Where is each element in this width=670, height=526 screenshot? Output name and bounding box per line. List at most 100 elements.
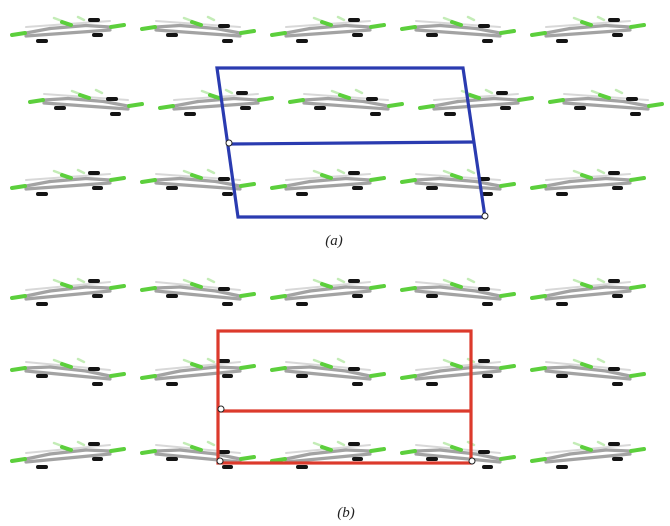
carbon-bond bbox=[474, 26, 502, 35]
fluorine-atom bbox=[190, 445, 203, 452]
carbon-bond bbox=[24, 179, 52, 188]
carbon-bond bbox=[344, 448, 372, 453]
fluorine-atom bbox=[580, 445, 593, 452]
ghost-fluorine-atom bbox=[330, 89, 342, 96]
carbon-bond bbox=[154, 28, 242, 38]
ghost-fluorine-atom bbox=[572, 16, 584, 23]
fluorine-atom bbox=[60, 362, 73, 369]
fluorine-atom bbox=[580, 173, 593, 180]
carbon-bond bbox=[544, 28, 632, 38]
ghost-fluorine-atom bbox=[206, 357, 216, 364]
carbon-bond bbox=[604, 369, 632, 378]
carbon-bond bbox=[568, 365, 608, 373]
carbon-bond bbox=[178, 365, 218, 373]
fluorine-atom bbox=[60, 282, 73, 289]
carbon-bond bbox=[414, 176, 442, 182]
carbon-bond bbox=[308, 365, 348, 373]
carbon-bond bbox=[474, 289, 502, 298]
fluorine-atom bbox=[320, 362, 333, 369]
fluorine-atom bbox=[629, 372, 646, 378]
fluorine-atom bbox=[10, 366, 27, 372]
ghost-fluorine-atom bbox=[182, 358, 194, 365]
carbon-bond bbox=[362, 99, 390, 108]
fluorine-atom bbox=[369, 23, 386, 29]
fluorine-atom bbox=[140, 286, 157, 292]
fluorine-atom bbox=[548, 98, 565, 104]
ghost-fluorine-atom bbox=[206, 440, 216, 447]
ghost-fluorine-atom bbox=[466, 277, 476, 284]
fluorine-atom bbox=[400, 449, 417, 455]
panel-caption-a: (a) bbox=[325, 233, 343, 249]
carbon-bond bbox=[154, 285, 182, 290]
fluorine-atom bbox=[239, 182, 256, 188]
carbon-bond bbox=[604, 448, 632, 453]
carbon-bond bbox=[48, 285, 88, 293]
carbon-bond bbox=[308, 448, 348, 456]
cell-corner-a bbox=[481, 212, 489, 220]
ghost-fluorine-atom bbox=[76, 357, 86, 364]
fluorine-atom bbox=[109, 23, 126, 29]
carbon-bond bbox=[214, 365, 242, 370]
carbon-bond bbox=[154, 452, 242, 464]
fluorine-atom bbox=[60, 445, 73, 452]
fluorine-atom bbox=[530, 31, 547, 37]
carbon-bond bbox=[284, 181, 372, 191]
fluorine-atom bbox=[109, 372, 126, 378]
fluorine-atom bbox=[190, 282, 203, 289]
carbon-bond bbox=[24, 452, 52, 461]
fluorine-atom bbox=[270, 457, 287, 463]
ghost-fluorine-atom bbox=[312, 441, 324, 448]
carbon-bond bbox=[84, 23, 112, 29]
carbon-bond bbox=[604, 23, 632, 29]
carbon-bond bbox=[432, 101, 520, 111]
fluorine-atom bbox=[400, 178, 417, 184]
ghost-fluorine-atom bbox=[442, 169, 454, 176]
fluorine-atom bbox=[450, 173, 463, 180]
ghost-fluorine-atom bbox=[596, 357, 606, 364]
panel-caption-b: (b) bbox=[337, 505, 355, 521]
carbon-bond bbox=[414, 369, 442, 378]
fluorine-atom bbox=[140, 374, 157, 380]
carbon-bond bbox=[154, 181, 242, 191]
fluorine-atom bbox=[140, 25, 157, 31]
fluorine-atom bbox=[517, 96, 534, 102]
ghost-fluorine-atom bbox=[76, 15, 86, 22]
fluorine-atom bbox=[499, 455, 516, 461]
fluorine-atom bbox=[450, 362, 463, 369]
carbon-bond bbox=[24, 28, 112, 38]
cell-corner-b-right bbox=[468, 457, 476, 465]
ghost-fluorine-atom bbox=[76, 168, 86, 175]
fluorine-atom bbox=[10, 31, 27, 37]
carbon-bond bbox=[48, 23, 88, 31]
ghost-fluorine-atom bbox=[614, 88, 624, 95]
fluorine-atom bbox=[450, 445, 463, 452]
carbon-bond bbox=[48, 176, 88, 184]
ghost-fluorine-atom bbox=[572, 169, 584, 176]
fluorine-atom bbox=[239, 364, 256, 370]
ghost-fluorine-atom bbox=[596, 168, 606, 175]
fluorine-atom bbox=[320, 20, 333, 27]
panel-b: (b) bbox=[10, 277, 646, 521]
ghost-fluorine-atom bbox=[590, 89, 602, 96]
carbon-bond bbox=[302, 101, 390, 111]
carbon-bond bbox=[42, 101, 130, 111]
fluorine-atom bbox=[239, 292, 256, 298]
fluorine-atom bbox=[270, 31, 287, 37]
panel-a: (a) bbox=[10, 15, 664, 249]
carbon-bond bbox=[102, 99, 130, 108]
carbon-bond bbox=[284, 289, 372, 301]
ghost-fluorine-atom bbox=[52, 358, 64, 365]
carbon-bond bbox=[154, 448, 182, 453]
carbon-bond bbox=[544, 181, 632, 191]
ghost-fluorine-atom bbox=[52, 441, 64, 448]
carbon-bond bbox=[456, 96, 496, 104]
fluorine-atom bbox=[629, 23, 646, 29]
ghost-fluorine-atom bbox=[224, 88, 234, 95]
ghost-fluorine-atom bbox=[466, 15, 476, 22]
carbon-bond bbox=[344, 285, 372, 290]
fluorine-atom bbox=[629, 176, 646, 182]
ghost-fluorine-atom bbox=[94, 88, 104, 95]
ghost-fluorine-atom bbox=[206, 168, 216, 175]
ghost-fluorine-atom bbox=[336, 277, 346, 284]
ghost-fluorine-atom bbox=[200, 89, 212, 96]
